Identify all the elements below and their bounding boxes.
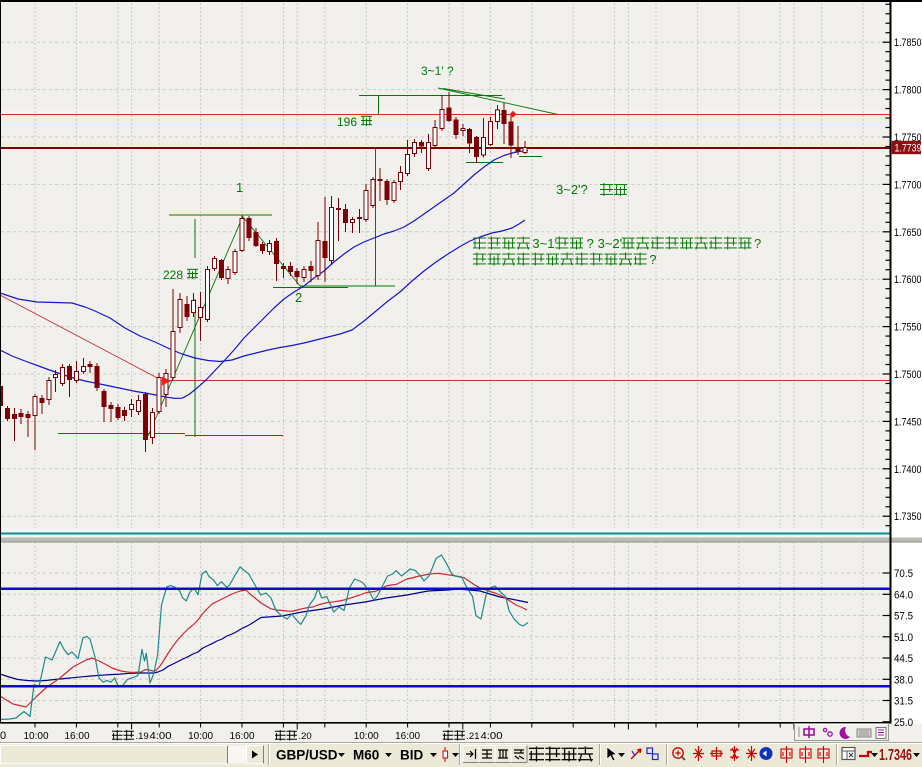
svg-text:?: ? bbox=[649, 252, 656, 267]
svg-text:38.0: 38.0 bbox=[894, 674, 913, 686]
svg-text:BID: BID bbox=[400, 748, 424, 763]
svg-text:228: 228 bbox=[163, 268, 183, 282]
svg-text:3~1' ?: 3~1' ? bbox=[421, 64, 454, 78]
svg-text:.21: .21 bbox=[466, 731, 479, 742]
svg-text:16:00: 16:00 bbox=[65, 730, 90, 742]
svg-text:1.7600: 1.7600 bbox=[894, 274, 922, 286]
svg-text:1.7850: 1.7850 bbox=[894, 37, 922, 49]
svg-text:44.5: 44.5 bbox=[894, 653, 913, 665]
svg-text:?: ? bbox=[587, 236, 594, 251]
svg-text:57.5: 57.5 bbox=[894, 611, 913, 623]
svg-text:4:00: 4:00 bbox=[481, 730, 503, 742]
svg-text:1.7346: 1.7346 bbox=[879, 747, 912, 764]
svg-text:1.7450: 1.7450 bbox=[894, 416, 922, 428]
svg-text:M60: M60 bbox=[353, 748, 379, 763]
svg-text:1: 1 bbox=[236, 180, 243, 195]
svg-text:4:00: 4:00 bbox=[150, 730, 172, 742]
svg-text:GBP/USD: GBP/USD bbox=[276, 748, 338, 763]
svg-text:2: 2 bbox=[295, 290, 302, 305]
svg-text:1.7350: 1.7350 bbox=[894, 511, 922, 523]
svg-text:16:00: 16:00 bbox=[395, 730, 420, 742]
svg-text:1.7500: 1.7500 bbox=[894, 369, 922, 381]
svg-text:3~1': 3~1' bbox=[532, 236, 557, 251]
svg-text:10:00: 10:00 bbox=[188, 730, 213, 742]
svg-text:1.7700: 1.7700 bbox=[894, 179, 922, 191]
svg-text:1.7739: 1.7739 bbox=[895, 143, 922, 155]
svg-text:3~2': 3~2' bbox=[598, 236, 623, 251]
svg-text:1.7550: 1.7550 bbox=[894, 322, 922, 334]
svg-text:3~2'?: 3~2'? bbox=[556, 182, 588, 197]
svg-text:64.0: 64.0 bbox=[894, 589, 913, 601]
svg-text:1.7800: 1.7800 bbox=[894, 85, 922, 97]
svg-text:196: 196 bbox=[337, 115, 357, 129]
svg-text:?: ? bbox=[754, 236, 761, 251]
svg-text:70.5: 70.5 bbox=[894, 568, 913, 580]
svg-text:.20: .20 bbox=[299, 731, 312, 742]
svg-text:10:00: 10:00 bbox=[354, 730, 379, 742]
svg-text:1.7400: 1.7400 bbox=[894, 464, 922, 476]
svg-text:10:00: 10:00 bbox=[24, 730, 49, 742]
svg-text:0: 0 bbox=[0, 730, 6, 742]
svg-text:25.0: 25.0 bbox=[894, 717, 913, 729]
svg-text:51.0: 51.0 bbox=[894, 632, 913, 644]
svg-text:1.7650: 1.7650 bbox=[894, 227, 922, 239]
svg-text:.19: .19 bbox=[136, 731, 149, 742]
svg-text:16:00: 16:00 bbox=[230, 730, 255, 742]
svg-text:31.5: 31.5 bbox=[894, 696, 913, 708]
